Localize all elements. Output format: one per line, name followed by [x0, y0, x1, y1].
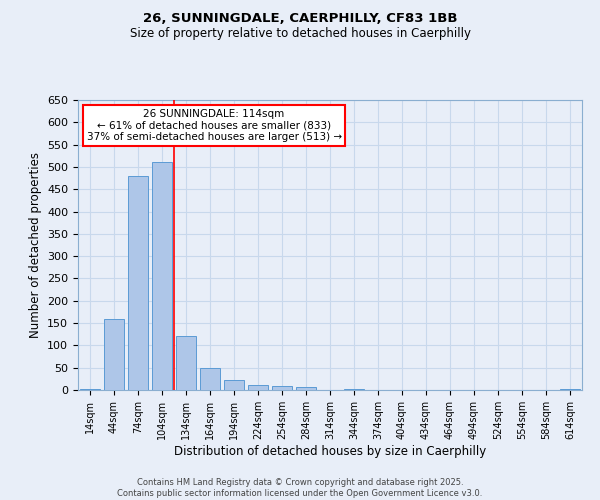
Text: Contains HM Land Registry data © Crown copyright and database right 2025.
Contai: Contains HM Land Registry data © Crown c… [118, 478, 482, 498]
Bar [152, 162, 172, 390]
Bar [200, 368, 220, 390]
Bar [248, 384, 268, 390]
Bar [224, 380, 244, 390]
Bar [128, 176, 148, 390]
X-axis label: Distribution of detached houses by size in Caerphilly: Distribution of detached houses by size … [174, 444, 486, 458]
Bar [176, 336, 196, 390]
Bar [344, 388, 364, 390]
Bar [104, 318, 124, 390]
Bar [80, 388, 100, 390]
Text: Size of property relative to detached houses in Caerphilly: Size of property relative to detached ho… [130, 28, 470, 40]
Text: 26 SUNNINGDALE: 114sqm
← 61% of detached houses are smaller (833)
37% of semi-de: 26 SUNNINGDALE: 114sqm ← 61% of detached… [86, 108, 341, 142]
Bar [272, 386, 292, 390]
Bar [296, 388, 316, 390]
Text: 26, SUNNINGDALE, CAERPHILLY, CF83 1BB: 26, SUNNINGDALE, CAERPHILLY, CF83 1BB [143, 12, 457, 26]
Y-axis label: Number of detached properties: Number of detached properties [29, 152, 41, 338]
Bar [560, 389, 580, 390]
